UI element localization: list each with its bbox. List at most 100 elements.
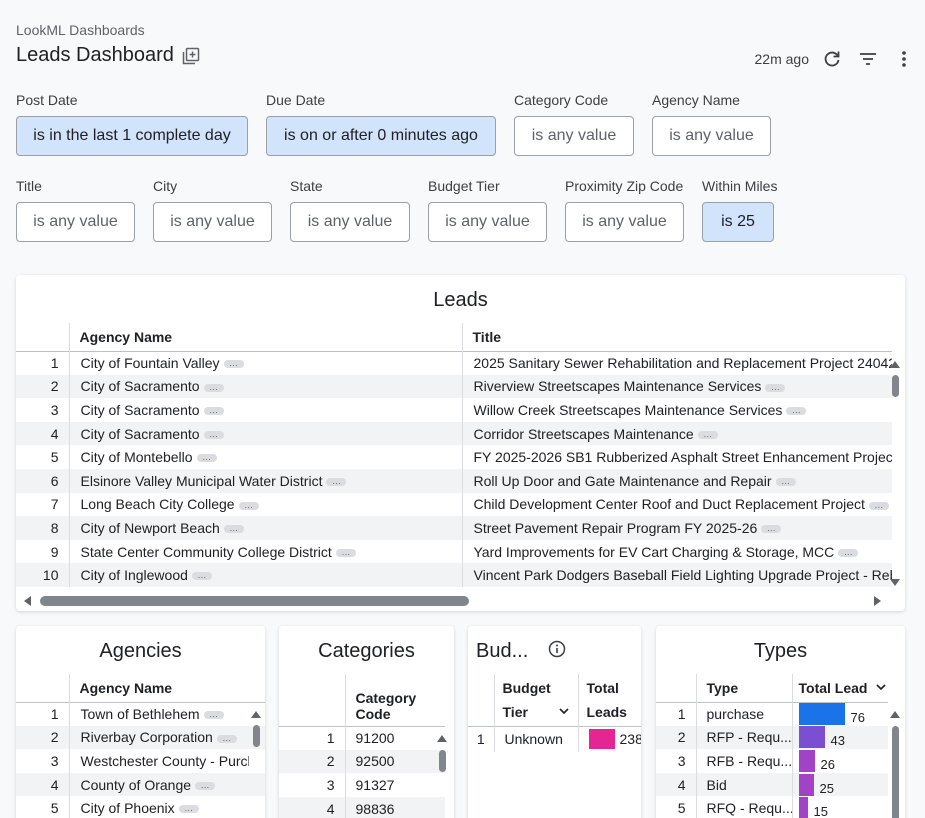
table-row[interactable]: 3 Westchester County - Purchasing… (16, 749, 265, 773)
filter-value-category-code[interactable]: is any value (514, 116, 634, 156)
table-row[interactable]: 4 98836 (279, 796, 445, 818)
more-options-pill[interactable]: … (223, 359, 244, 369)
more-options-pill[interactable]: … (697, 429, 718, 439)
table-row[interactable]: 4 County of Orange… (16, 772, 265, 797)
more-options-pill[interactable]: … (195, 780, 216, 790)
table-row[interactable]: 2 RFP - Requ... 43 (656, 725, 888, 750)
scroll-left-arrow-icon[interactable] (24, 596, 31, 606)
table-row[interactable]: 8 City of Newport Beach… Street Pavement R… (16, 516, 892, 540)
more-options-pill[interactable]: … (203, 406, 224, 416)
cell-agency-name[interactable]: City of Sacramento… (69, 374, 463, 399)
leads-horizontal-scrollbar[interactable] (16, 593, 892, 607)
categories-vertical-scrollbar[interactable] (436, 730, 448, 818)
filter-value-agency-name[interactable]: is any value (652, 116, 771, 156)
scroll-up-arrow-icon[interactable] (890, 711, 900, 718)
cell-agency-name[interactable]: City of Fountain Valley… (69, 351, 463, 375)
table-row[interactable]: 1 Unknown 238 (468, 726, 641, 752)
chevron-down-icon[interactable] (558, 700, 570, 724)
agencies-vertical-scrollbar[interactable] (250, 706, 262, 818)
cell-agency-name[interactable]: Long Beach City College… (69, 492, 463, 517)
filter-value-city[interactable]: is any value (153, 202, 272, 242)
more-options-pill[interactable]: … (238, 500, 259, 510)
cell-agency-name[interactable]: City of Sacramento… (69, 398, 463, 422)
table-row[interactable]: 3 City of Sacramento… Willow Creek Streets… (16, 398, 892, 422)
table-row[interactable]: 4 City of Sacramento… Corridor Streetscape… (16, 421, 892, 446)
filter-icon[interactable] (855, 46, 881, 72)
more-options-pill[interactable]: … (203, 382, 224, 392)
cell-title[interactable]: Roll Up Door and Gate Maintenance and Re… (462, 468, 892, 493)
filter-value-within-miles[interactable]: is 25 (702, 202, 774, 242)
leads-vertical-scrollbar[interactable] (889, 355, 901, 587)
more-options-pill[interactable]: … (326, 477, 347, 487)
table-row[interactable]: 7 Long Beach City College… Child Developme… (16, 492, 892, 517)
column-header-agency-name[interactable]: Agency Name (79, 679, 173, 696)
more-options-pill[interactable]: … (223, 524, 244, 534)
filter-value-title[interactable]: is any value (16, 202, 135, 242)
filter-value-proximity-zip[interactable]: is any value (565, 202, 684, 242)
cell-total-leads[interactable]: 15 (792, 796, 888, 818)
more-options-pill[interactable]: … (203, 710, 224, 720)
more-options-pill[interactable]: … (838, 547, 859, 557)
cell-type[interactable]: RFB - Requ... (696, 749, 793, 773)
chevron-down-icon[interactable] (875, 680, 887, 696)
filter-value-due-date[interactable]: is on or after 0 minutes ago (266, 116, 496, 156)
cell-agency-name[interactable]: City of Sacramento… (69, 421, 463, 446)
refresh-icon[interactable] (819, 46, 845, 72)
cell-type[interactable]: RFQ - Requ... (696, 796, 793, 818)
scroll-up-arrow-icon[interactable] (890, 361, 900, 368)
cell-agency-name[interactable]: County of Orange… (69, 772, 249, 797)
column-header-total-leads[interactable]: Total Lead (792, 674, 888, 702)
scroll-thumb[interactable] (40, 596, 469, 606)
cell-agency-name[interactable]: City of Montebello… (69, 445, 463, 469)
cell-category-code[interactable]: 98836 (345, 796, 445, 818)
cell-category-code[interactable]: 91200 (345, 726, 445, 750)
cell-title[interactable]: Willow Creek Streetscapes Maintenance Se… (462, 398, 892, 422)
cell-agency-name[interactable]: City of Phoenix… (69, 796, 249, 818)
cell-type[interactable]: purchase (696, 702, 793, 726)
more-options-pill[interactable]: … (765, 382, 786, 392)
cell-title[interactable]: FY 2025-2026 SB1 Rubberized Asphalt Stre… (462, 445, 893, 469)
more-options-pill[interactable]: … (196, 453, 217, 463)
more-options-pill[interactable]: … (761, 524, 782, 534)
types-vertical-scrollbar[interactable] (889, 706, 901, 818)
cell-agency-name[interactable]: State Center Community College District… (69, 539, 463, 564)
cell-agency-name[interactable]: Elsinore Valley Municipal Water District… (69, 468, 463, 493)
table-row[interactable]: 9 State Center Community College District… (16, 539, 892, 564)
filter-value-state[interactable]: is any value (290, 202, 410, 242)
more-options-icon[interactable] (891, 46, 917, 72)
cell-total-leads[interactable]: 25 (792, 772, 888, 797)
more-options-pill[interactable]: … (335, 547, 356, 557)
cell-title[interactable]: Yard Improvements for EV Cart Charging &… (462, 540, 892, 564)
cell-title[interactable]: Vincent Park Dodgers Baseball Field Ligh… (462, 563, 892, 587)
cell-title[interactable]: Street Pavement Repair Program FY 2025-2… (462, 516, 892, 540)
cell-total-leads[interactable]: 26 (792, 749, 888, 773)
more-options-pill[interactable]: … (203, 429, 224, 439)
scroll-thumb[interactable] (892, 375, 899, 397)
scroll-right-arrow-icon[interactable] (874, 596, 881, 606)
filter-value-budget-tier[interactable]: is any value (428, 202, 547, 242)
table-row[interactable]: 2 Riverbay Corporation… (16, 725, 265, 750)
cell-title[interactable]: Child Development Center Roof and Duct R… (462, 493, 892, 517)
scroll-up-arrow-icon[interactable] (251, 711, 261, 718)
cell-category-code[interactable]: 92500 (345, 749, 445, 774)
cell-title[interactable]: Corridor Streetscapes Maintenance… (462, 421, 892, 446)
cell-title[interactable]: Riverview Streetscapes Maintenance Servi… (462, 374, 892, 399)
filter-value-post-date[interactable]: is in the last 1 complete day (16, 116, 248, 156)
column-header-budget-tier[interactable]: Budget Tier (494, 674, 579, 726)
table-row[interactable]: 3 91327 (279, 773, 445, 797)
cell-agency-name[interactable]: Riverbay Corporation… (69, 725, 249, 750)
table-row[interactable]: 1 91200 (279, 726, 445, 750)
column-header-agency-name[interactable]: Agency Name (69, 323, 463, 351)
table-row[interactable]: 2 92500 (279, 749, 445, 774)
cell-agency-name[interactable]: City of Newport Beach… (69, 516, 463, 540)
scroll-thumb[interactable] (253, 725, 260, 747)
table-row[interactable]: 5 City of Phoenix… (16, 796, 265, 818)
more-options-pill[interactable]: … (191, 571, 212, 581)
cell-title[interactable]: 2025 Sanitary Sewer Rehabilitation and R… (462, 351, 893, 375)
cell-agency-name[interactable]: Town of Bethlehem… (69, 702, 249, 726)
more-options-pill[interactable]: … (178, 804, 199, 814)
breadcrumb[interactable]: LookML Dashboards (16, 22, 145, 38)
table-row[interactable]: 10 City of Inglewood… Vincent Park Dodgers… (16, 563, 892, 587)
column-header-type[interactable]: Type (696, 674, 793, 702)
more-options-pill[interactable]: … (868, 500, 889, 510)
